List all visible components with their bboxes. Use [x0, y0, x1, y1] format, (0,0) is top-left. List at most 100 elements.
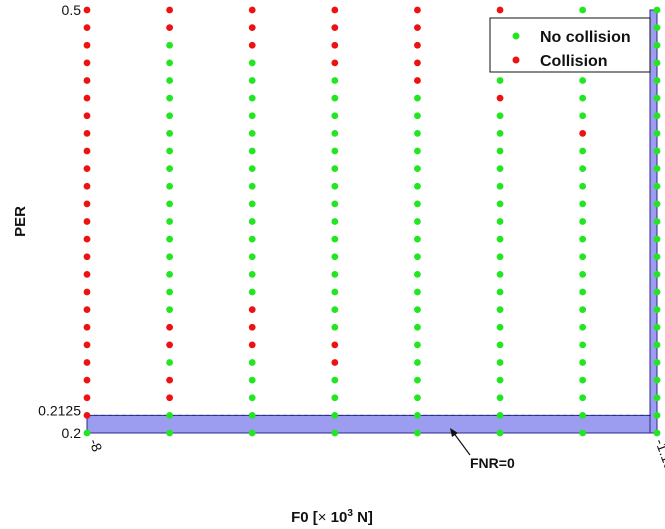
legend-label-no-collision: No collision [540, 29, 631, 46]
collision-point [83, 182, 91, 190]
no-collision-point [653, 253, 661, 261]
no-collision-point [414, 411, 421, 419]
no-collision-point [166, 41, 174, 49]
no-collision-point [579, 394, 587, 402]
no-collision-point [496, 129, 504, 137]
collision-point [83, 77, 91, 84]
collision-point [83, 24, 91, 32]
no-collision-point [653, 59, 661, 67]
annotation-text: FNR=0 [470, 455, 515, 471]
collision-point [83, 200, 91, 208]
collision-point [248, 306, 256, 314]
no-collision-point [579, 376, 587, 384]
legend-marker-no-collision [512, 32, 520, 40]
no-collision-point [496, 147, 504, 155]
collision-point [496, 94, 504, 102]
collision-point [248, 24, 256, 32]
no-collision-point [166, 59, 174, 67]
no-collision-point [579, 165, 587, 173]
no-collision-point [653, 218, 661, 225]
collision-point [83, 94, 91, 102]
no-collision-point [414, 376, 421, 384]
no-collision-point [248, 218, 256, 225]
collision-point [331, 359, 339, 366]
no-collision-point [331, 429, 339, 437]
no-collision-point [653, 394, 661, 402]
collision-point [414, 77, 421, 84]
no-collision-point [166, 182, 174, 190]
no-collision-point [653, 24, 661, 32]
no-collision-point [653, 359, 661, 366]
no-collision-point [496, 218, 504, 225]
no-collision-point [579, 77, 587, 84]
fnr-annotation: FNR=0 [450, 428, 515, 471]
collision-point [414, 59, 421, 67]
collision-point [331, 341, 339, 349]
no-collision-point [496, 411, 504, 419]
no-collision-point [579, 306, 587, 314]
no-collision-point [248, 59, 256, 67]
collision-point [331, 41, 339, 49]
no-collision-point [496, 376, 504, 384]
no-collision-point [166, 218, 174, 225]
no-collision-point [83, 429, 91, 437]
x-tick-label: -1.1001 [652, 437, 665, 487]
no-collision-point [414, 147, 421, 155]
no-collision-point [653, 77, 661, 84]
no-collision-point [248, 270, 256, 278]
no-collision-point [414, 270, 421, 278]
collision-point [83, 270, 91, 278]
legend-marker-collision [512, 56, 520, 64]
no-collision-point [496, 270, 504, 278]
no-collision-point [331, 218, 339, 225]
no-collision-point [166, 94, 174, 102]
no-collision-point [331, 112, 339, 120]
collision-point [83, 306, 91, 314]
x-axis-label: F0 [× 103 N] [291, 508, 373, 526]
collision-point [83, 41, 91, 49]
no-collision-point [579, 94, 587, 102]
no-collision-point [331, 235, 339, 243]
collision-point [496, 6, 504, 14]
legend-label-collision: Collision [540, 53, 608, 70]
collision-point [166, 341, 174, 349]
no-collision-point [414, 359, 421, 366]
no-collision-point [496, 429, 504, 437]
no-collision-point [166, 165, 174, 173]
no-collision-point [653, 147, 661, 155]
no-collision-point [331, 253, 339, 261]
y-axis-label: PER [12, 206, 29, 237]
no-collision-point [414, 253, 421, 261]
no-collision-point [248, 182, 256, 190]
collision-point [166, 376, 174, 384]
collision-point [248, 6, 256, 14]
no-collision-point [653, 270, 661, 278]
no-collision-point [653, 411, 661, 419]
no-collision-point [248, 253, 256, 261]
no-collision-point [414, 200, 421, 208]
no-collision-point [579, 359, 587, 366]
collision-point [166, 24, 174, 32]
no-collision-point [496, 77, 504, 84]
no-collision-point [653, 288, 661, 296]
collision-point [83, 359, 91, 366]
no-collision-point [331, 288, 339, 296]
no-collision-point [166, 429, 174, 437]
collision-point [248, 41, 256, 49]
no-collision-point [414, 323, 421, 331]
collision-point [83, 112, 91, 120]
collision-point [248, 323, 256, 331]
no-collision-point [414, 94, 421, 102]
no-collision-point [653, 165, 661, 173]
no-collision-point [248, 165, 256, 173]
no-collision-point [248, 411, 256, 419]
no-collision-point [414, 218, 421, 225]
no-collision-point [331, 182, 339, 190]
collision-point [83, 165, 91, 173]
no-collision-point [166, 129, 174, 137]
no-collision-point [496, 341, 504, 349]
no-collision-point [653, 182, 661, 190]
no-collision-point [414, 288, 421, 296]
no-collision-point [414, 165, 421, 173]
fnr-zero-region-bottom [86, 414, 658, 434]
